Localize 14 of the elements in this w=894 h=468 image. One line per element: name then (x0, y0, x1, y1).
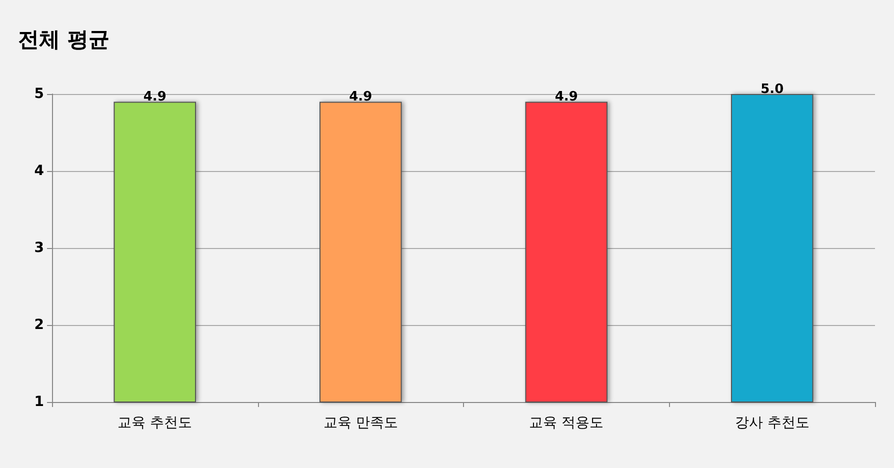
data-label: 5.0 (760, 82, 784, 97)
x-tick-label: 교육 적용도 (529, 415, 604, 431)
y-tick-label: 2 (34, 317, 44, 333)
y-tick-label: 1 (34, 394, 44, 410)
x-tick-label: 강사 추천도 (734, 415, 810, 431)
y-tick-label: 4 (34, 163, 44, 179)
data-label: 4.9 (554, 90, 578, 105)
x-tick-label: 교육 추천도 (118, 415, 192, 431)
data-label: 4.9 (349, 90, 372, 105)
chart-title: 전체 평균 (18, 28, 110, 52)
y-tick-label: 3 (34, 240, 44, 256)
y-tick-label: 5 (34, 86, 44, 102)
x-tick-label: 교육 만족도 (323, 415, 398, 431)
data-label: 4.9 (143, 90, 166, 105)
